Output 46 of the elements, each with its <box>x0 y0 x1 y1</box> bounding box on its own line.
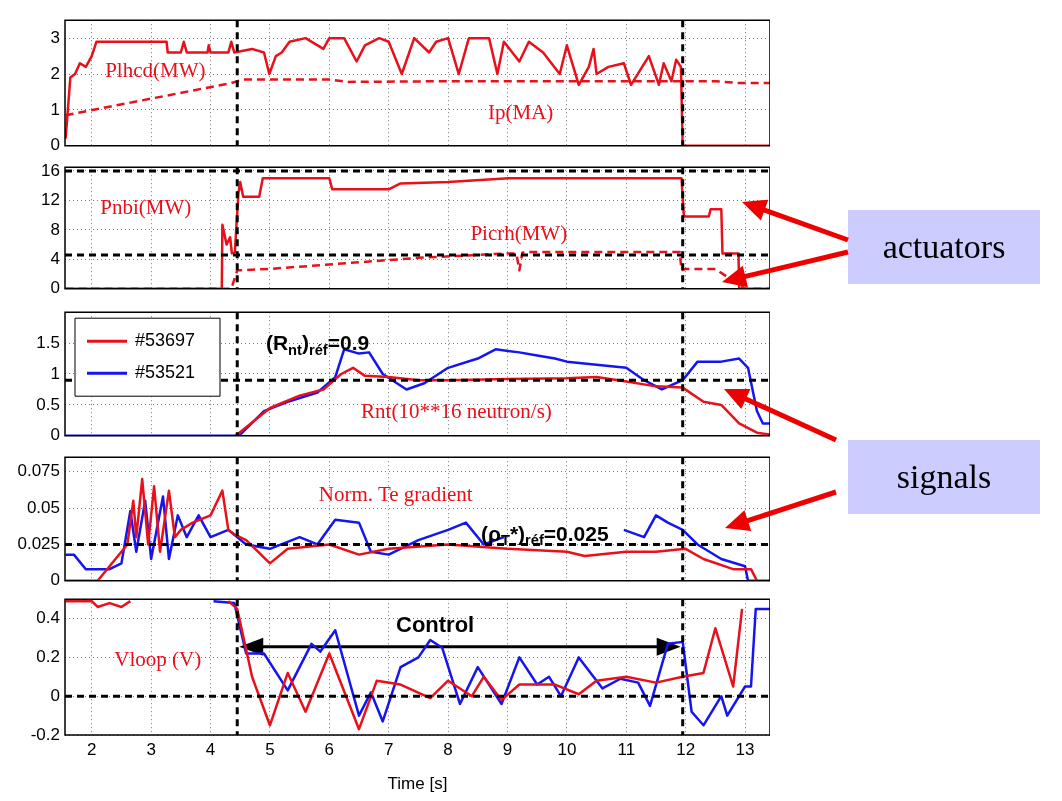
y-tick-label: 1 <box>50 99 60 119</box>
annotation: Control <box>396 612 475 638</box>
series-label: Ip(MA) <box>488 99 554 124</box>
text: actuators <box>848 210 1040 284</box>
x-tick-label: 2 <box>86 739 97 759</box>
y-tick-label: 0.5 <box>36 394 60 414</box>
y-tick-label: 3 <box>50 27 60 47</box>
y-tick-label: 0.025 <box>17 534 60 554</box>
y-tick-label: 0 <box>50 135 60 155</box>
x-tick-label: 4 <box>205 739 216 759</box>
series-label: Pnbi(MW) <box>100 195 192 220</box>
y-tick-label: 12 <box>41 190 60 210</box>
y-tick-label: 0 <box>50 425 60 445</box>
x-tick-label: 8 <box>443 739 453 759</box>
x-tick-label: 10 <box>557 739 577 759</box>
x-axis-title: Time [s] <box>387 774 448 794</box>
x-tick-label: 12 <box>676 739 696 759</box>
y-tick-label: 0 <box>50 278 60 298</box>
y-tick-label: -0.2 <box>30 724 60 744</box>
y-tick-label: 0.05 <box>26 497 60 517</box>
annotation: Rnt(10**16 neutron/s) <box>361 398 552 423</box>
y-tick-label: 0.2 <box>36 647 60 667</box>
y-tick-label: 1 <box>50 363 60 383</box>
y-tick-label: 4 <box>50 249 60 269</box>
y-tick-label: 8 <box>50 219 60 239</box>
annotation: Vloop (V) <box>114 646 202 671</box>
y-tick-label: 0 <box>50 685 60 705</box>
x-tick-label: 5 <box>265 739 275 759</box>
x-tick-label: 6 <box>324 739 335 759</box>
series-label: Picrh(MW) <box>470 220 568 245</box>
x-tick-label: 11 <box>617 739 636 759</box>
annotation: Norm. Te gradient <box>318 482 473 507</box>
x-tick-label: 13 <box>735 739 755 759</box>
y-tick-label: 1.5 <box>36 332 60 352</box>
y-tick-label: 0.075 <box>17 461 60 481</box>
legend-label: #53521 <box>135 362 196 383</box>
x-tick-label: 7 <box>383 739 394 759</box>
legend-label: #53697 <box>135 330 196 351</box>
text: signals <box>848 440 1040 514</box>
x-tick-label: 3 <box>146 739 156 759</box>
y-tick-label: 0.4 <box>36 608 60 628</box>
y-tick-label: 0 <box>50 570 60 590</box>
series-label: Plhcd(MW) <box>105 58 206 83</box>
x-tick-label: 9 <box>502 739 513 759</box>
y-tick-label: 16 <box>41 160 60 180</box>
y-tick-label: 2 <box>50 63 60 83</box>
